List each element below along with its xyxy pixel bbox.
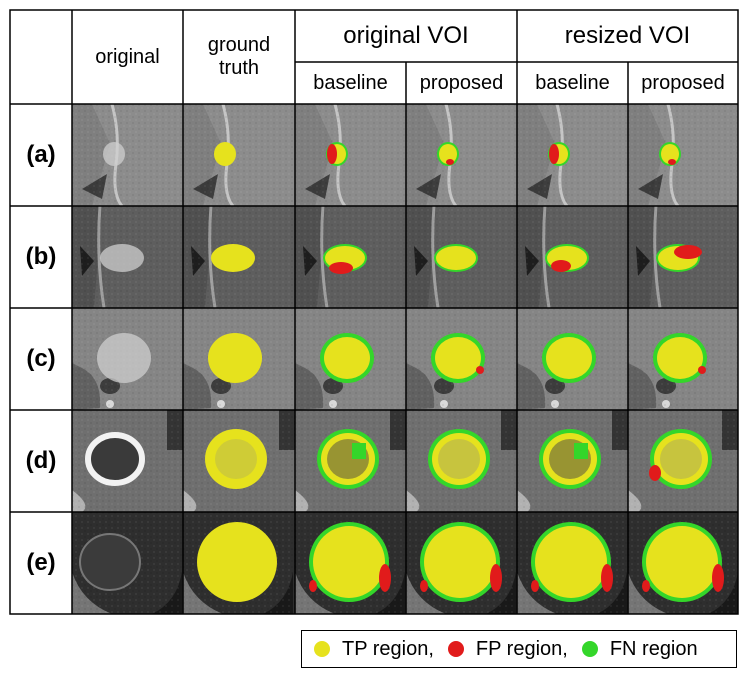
tile-d-original bbox=[72, 410, 183, 512]
header-original-voi: original VOI bbox=[343, 22, 469, 50]
tile-d-resized-voi-proposed bbox=[628, 410, 738, 512]
tile-c-resized-voi-proposed bbox=[628, 308, 738, 410]
header-resized-voi: resized VOI bbox=[564, 22, 691, 50]
tile-c-orig-voi-proposed bbox=[406, 308, 517, 410]
row-label-d: (d) bbox=[25, 447, 57, 474]
fn-legend-dot bbox=[581, 641, 598, 657]
tile-e-resized-voi-baseline bbox=[517, 512, 628, 614]
tile-a-original bbox=[72, 103, 183, 207]
tile-b-resized-voi-proposed bbox=[628, 205, 738, 309]
tile-a-ground-truth bbox=[183, 103, 295, 207]
tile-d-ground-truth bbox=[183, 410, 295, 512]
tile-a-resized-voi-baseline bbox=[517, 103, 628, 207]
tile-c-ground-truth bbox=[183, 308, 295, 410]
tile-c-original bbox=[72, 308, 183, 410]
tile-b-orig-voi-proposed bbox=[406, 205, 517, 309]
tile-b-ground-truth bbox=[183, 205, 295, 309]
row-label-a: (a) bbox=[26, 141, 56, 168]
tile-b-original bbox=[72, 205, 183, 309]
tile-e-orig-voi-baseline bbox=[295, 512, 406, 614]
tile-d-orig-voi-baseline bbox=[295, 410, 406, 512]
tp-legend-dot bbox=[314, 641, 330, 657]
tile-a-orig-voi-proposed bbox=[406, 103, 517, 207]
tile-e-ground-truth bbox=[183, 512, 295, 614]
row-label-b: (b) bbox=[25, 243, 57, 270]
tile-a-orig-voi-baseline bbox=[295, 103, 406, 207]
tile-a-resized-voi-proposed bbox=[628, 103, 738, 207]
tile-d-orig-voi-proposed bbox=[406, 410, 517, 512]
tile-b-orig-voi-baseline bbox=[295, 205, 406, 309]
header-baseline-resized: baseline bbox=[535, 71, 610, 94]
tile-e-resized-voi-proposed bbox=[628, 512, 738, 614]
header-ground-truth: ground truth bbox=[207, 34, 271, 79]
row-label-e: (e) bbox=[26, 549, 56, 576]
tile-b-resized-voi-baseline bbox=[517, 205, 628, 309]
fp-legend-dot bbox=[447, 641, 464, 657]
tile-e-orig-voi-proposed bbox=[406, 512, 517, 614]
fp-legend-label: FP region, bbox=[475, 637, 568, 660]
header-baseline-original: baseline bbox=[313, 71, 388, 94]
tile-c-resized-voi-baseline bbox=[517, 308, 628, 410]
header-original: original bbox=[95, 45, 160, 68]
tp-legend-label: TP region, bbox=[342, 637, 434, 660]
header-proposed-resized: proposed bbox=[641, 71, 725, 94]
legend: TP region, FP region, FN region bbox=[301, 630, 737, 668]
tile-d-resized-voi-baseline bbox=[517, 410, 628, 512]
header-proposed-original: proposed bbox=[419, 71, 504, 94]
tile-e-original bbox=[72, 512, 183, 614]
row-label-c: (c) bbox=[26, 345, 56, 372]
fn-legend-label: FN region bbox=[609, 637, 698, 660]
tile-c-orig-voi-baseline bbox=[295, 308, 406, 410]
